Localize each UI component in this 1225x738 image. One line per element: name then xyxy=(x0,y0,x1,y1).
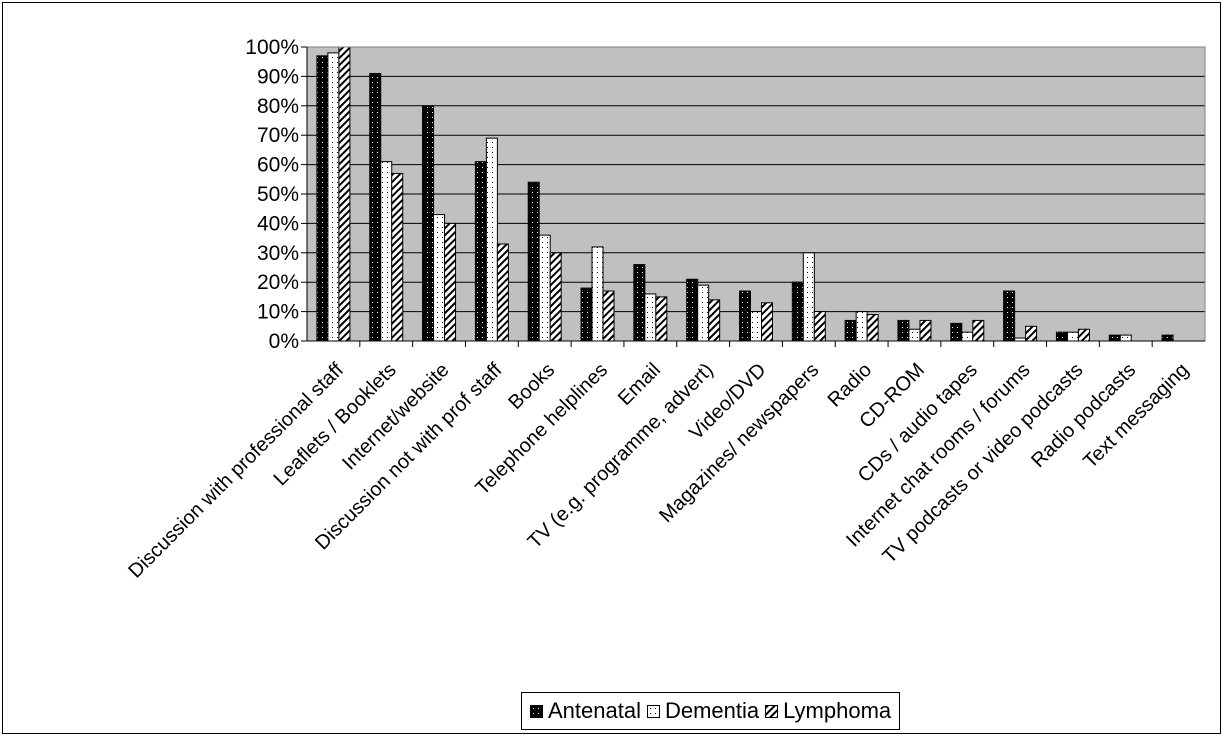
category-labels: Discussion with professional staffLeafle… xyxy=(124,359,1193,583)
legend-swatch-antenatal xyxy=(530,704,543,718)
bar-antenatal-discussion-with-professional-staff xyxy=(316,55,329,342)
bar-lymphoma-tv-e-g-programme-advert xyxy=(708,299,721,342)
bar-dementia-telephone-helplines xyxy=(591,246,604,342)
bar-lymphoma-telephone-helplines xyxy=(602,290,615,342)
bar-dementia-email xyxy=(644,293,657,342)
bar-antenatal-leaflets-booklets xyxy=(369,72,382,342)
bar-lymphoma-email xyxy=(655,296,668,342)
bar-dementia-video-dvd xyxy=(750,311,762,342)
bar-antenatal-discussion-not-with-prof-staff xyxy=(474,161,487,342)
legend-label-lymphoma: Lymphoma xyxy=(783,698,892,723)
bar-antenatal-tv-e-g-programme-advert xyxy=(686,278,699,342)
bar-antenatal-books xyxy=(527,181,540,342)
y-tick-label: 80% xyxy=(257,95,299,118)
bar-dementia-radio xyxy=(855,311,868,342)
y-tick-labels: 0% 10% 20% 30% 40% 50% 60% 70% 80% 90% 100% xyxy=(245,36,299,353)
bar-dementia-books xyxy=(538,234,551,342)
bar-lymphoma-discussion-with-professional-staff xyxy=(338,46,351,342)
bar-antenatal-video-dvd xyxy=(739,290,751,342)
bar-lymphoma-magazines-newspapers xyxy=(813,311,826,342)
bar-dementia-cds-audio-tapes xyxy=(961,331,974,342)
bar-antenatal-text-messaging xyxy=(1161,334,1174,342)
y-tick-label: 70% xyxy=(257,124,299,147)
bar-dementia-tv-e-g-programme-advert xyxy=(697,284,710,342)
bar-dementia-discussion-not-with-prof-staff xyxy=(485,137,498,342)
bar-antenatal-cd-rom xyxy=(897,319,910,342)
bar-antenatal-radio-podcasts xyxy=(1108,334,1121,342)
bar-antenatal-email xyxy=(633,264,646,342)
y-tick-label: 50% xyxy=(257,183,299,206)
bar-antenatal-internet-website xyxy=(422,105,435,342)
bar-lymphoma-tv-podcasts-or-video-podcasts xyxy=(1077,328,1090,342)
bar-lymphoma-books xyxy=(549,252,562,342)
bar-antenatal-internet-chat-rooms-forums xyxy=(1003,290,1016,342)
bar-lymphoma-cds-audio-tapes xyxy=(972,319,985,342)
bar-dementia-tv-podcasts-or-video-podcasts xyxy=(1066,331,1079,342)
y-tick-label: 10% xyxy=(257,301,299,324)
bar-dementia-internet-website xyxy=(433,214,446,342)
bar-dementia-radio-podcasts xyxy=(1119,334,1132,342)
y-tick-label: 40% xyxy=(257,212,299,235)
legend-label-antenatal: Antenatal xyxy=(548,698,641,723)
y-tick-label: 0% xyxy=(269,330,299,353)
bar-lymphoma-cd-rom xyxy=(919,319,932,342)
bar-antenatal-telephone-helplines xyxy=(580,287,593,342)
bar-antenatal-magazines-newspapers xyxy=(791,281,804,342)
y-tick-label: 60% xyxy=(257,154,299,177)
axes xyxy=(301,46,1206,347)
legend-item-lymphoma: Lymphoma xyxy=(765,698,891,724)
legend-item-dementia: Dementia xyxy=(646,698,760,724)
bar-dementia-magazines-newspapers xyxy=(802,252,815,342)
bar-dementia-leaflets-booklets xyxy=(380,161,393,342)
legend-item-antenatal: Antenatal xyxy=(530,698,641,724)
category-label-email: Email xyxy=(614,359,665,410)
bar-dementia-cd-rom xyxy=(908,328,921,342)
y-tick-label: 30% xyxy=(257,242,299,265)
bars xyxy=(316,46,1174,342)
legend-swatch-dementia xyxy=(646,704,660,718)
bar-lymphoma-internet-website xyxy=(444,222,457,342)
bar-lymphoma-internet-chat-rooms-forums xyxy=(1025,325,1038,342)
bar-antenatal-cds-audio-tapes xyxy=(950,322,963,342)
bar-antenatal-tv-podcasts-or-video-podcasts xyxy=(1055,331,1068,342)
bar-lymphoma-leaflets-booklets xyxy=(391,172,404,342)
legend-label-dementia: Dementia xyxy=(664,698,760,723)
bar-lymphoma-discussion-not-with-prof-staff xyxy=(496,243,509,342)
bar-lymphoma-video-dvd xyxy=(761,302,773,342)
bar-antenatal-radio xyxy=(844,319,857,342)
legend: Antenatal Dementia Lymphoma xyxy=(521,692,901,730)
y-tick-label: 90% xyxy=(257,65,299,88)
bar-lymphoma-radio xyxy=(866,314,879,342)
legend-swatch-lymphoma xyxy=(765,704,779,718)
bar-dementia-discussion-with-professional-staff xyxy=(327,52,340,342)
category-label-discussion-with-professional-staff: Discussion with professional staff xyxy=(124,359,348,583)
y-tick-label: 100% xyxy=(245,36,299,59)
y-tick-label: 20% xyxy=(257,271,299,294)
